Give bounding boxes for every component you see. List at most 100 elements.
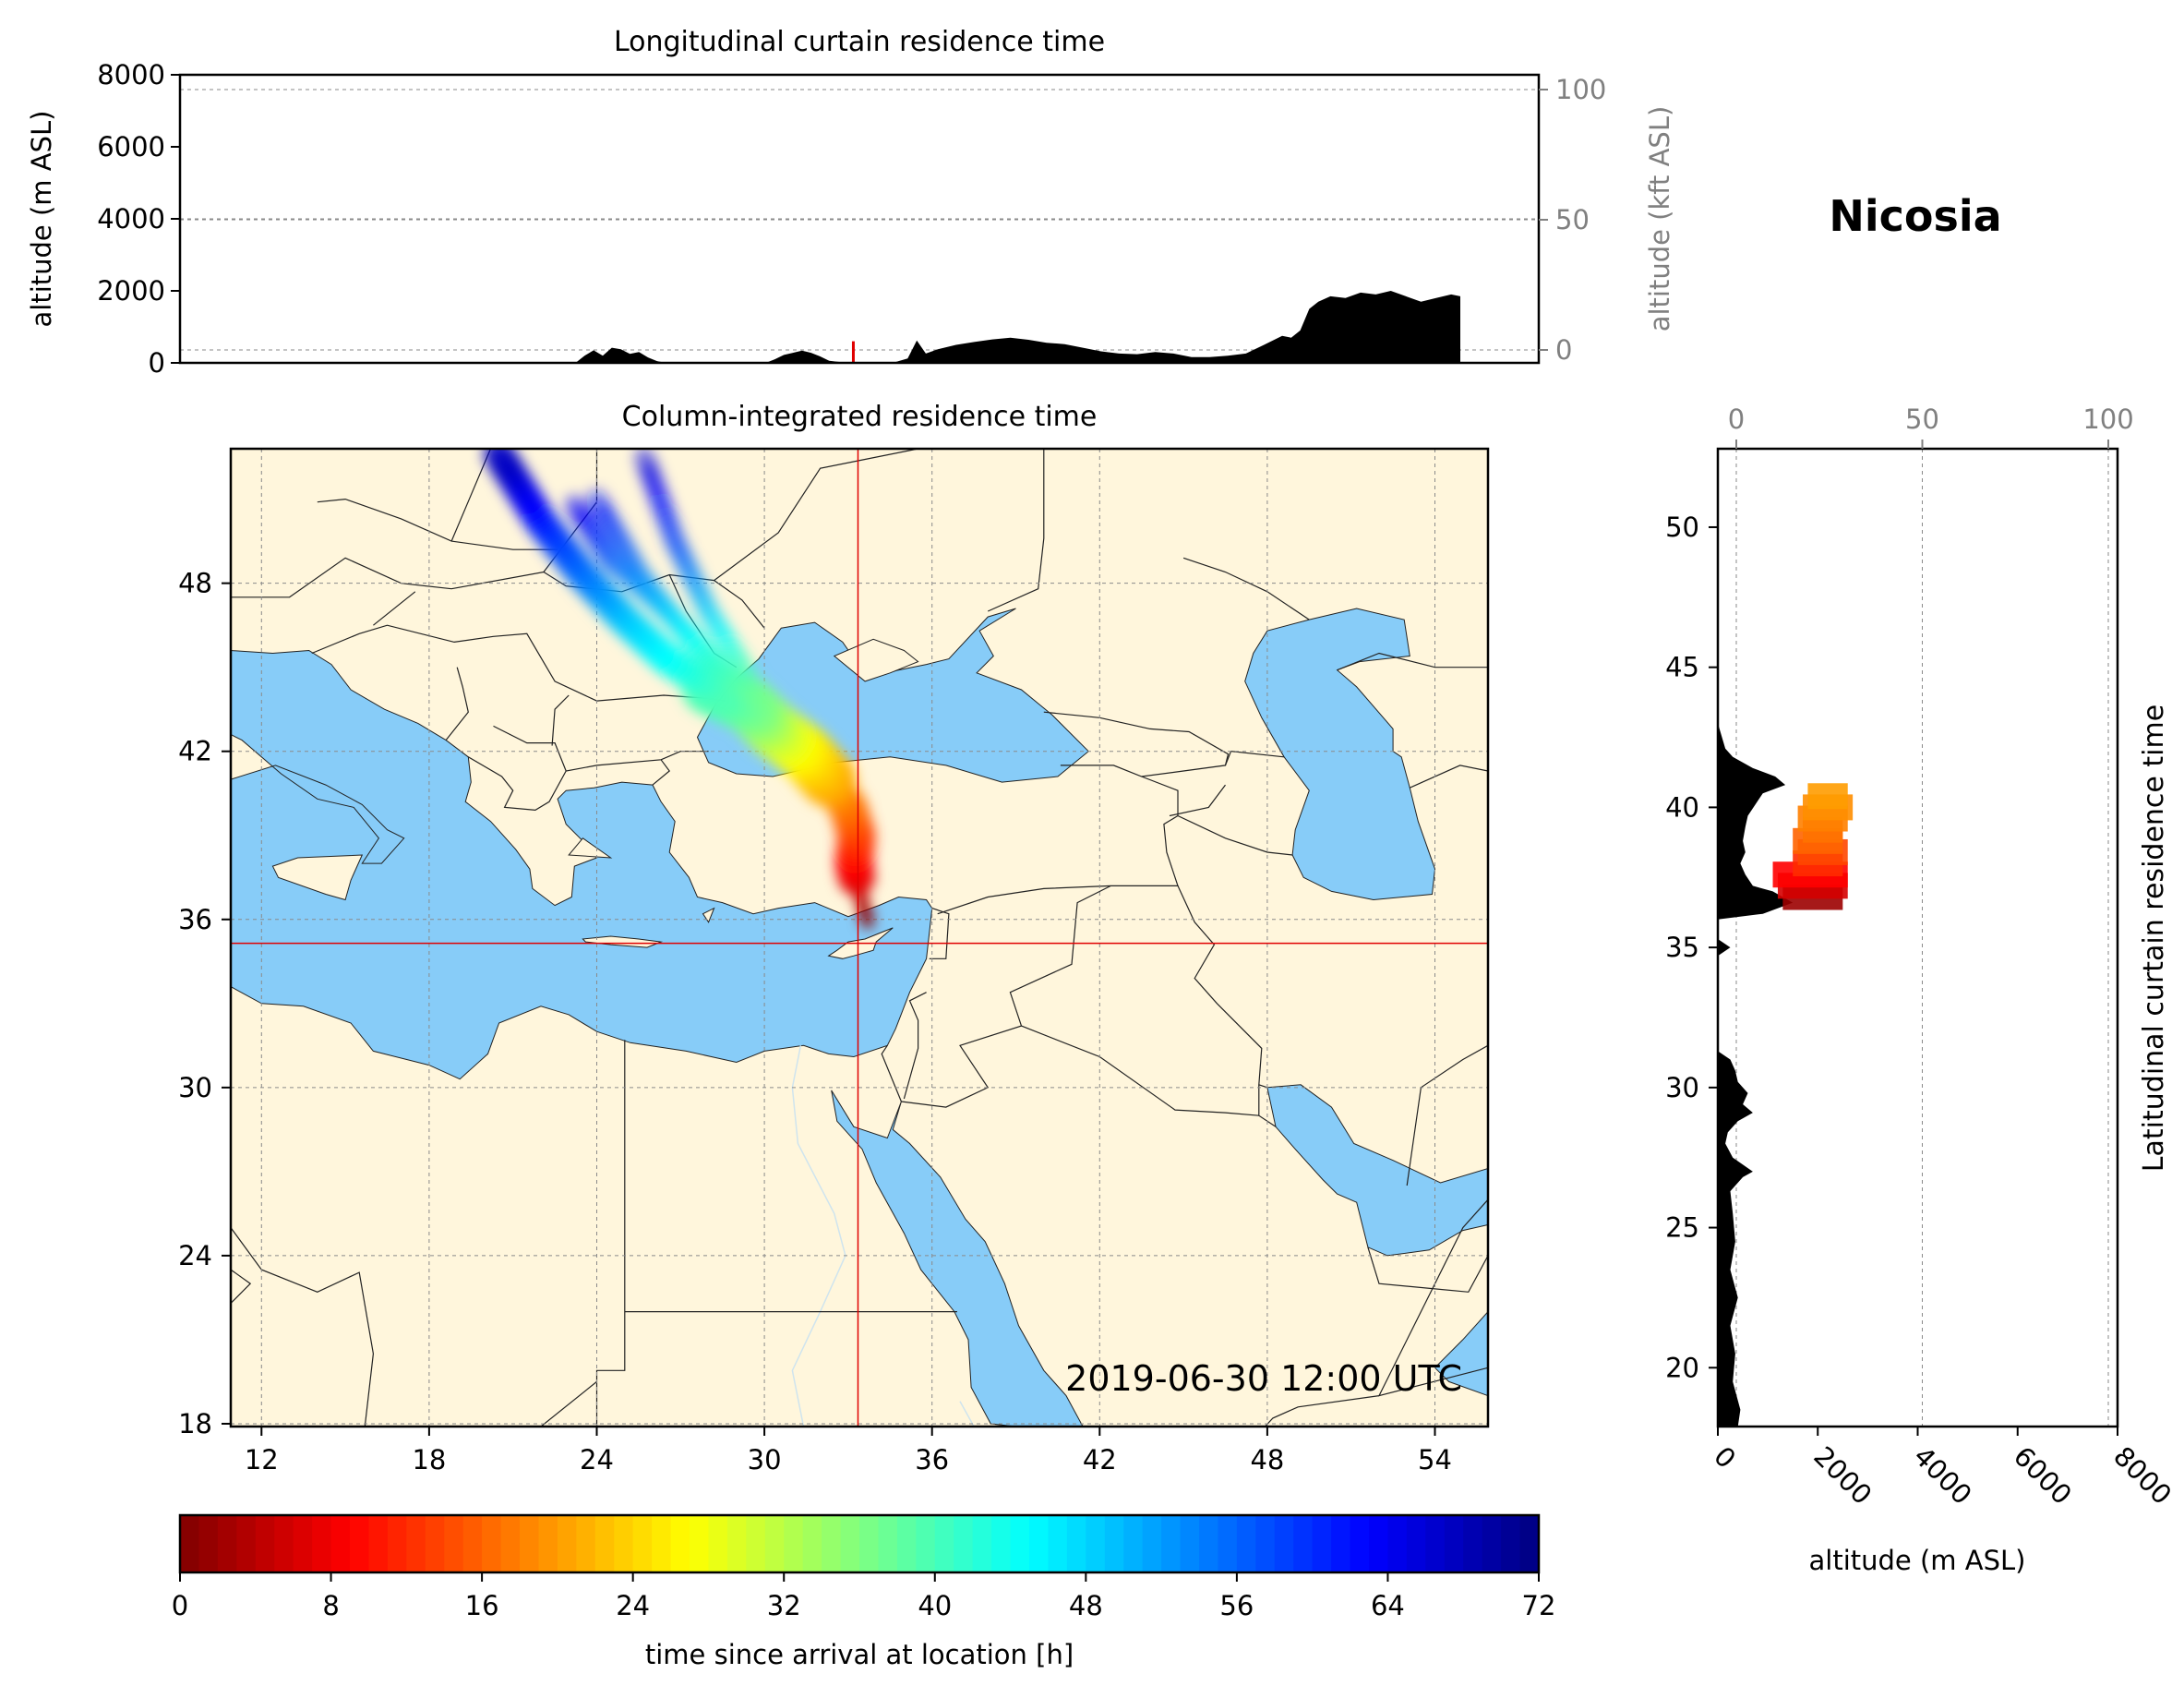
latitudinal-xtick-label: 6000: [2008, 1440, 2078, 1511]
colorbar-swatch: [614, 1515, 634, 1572]
country-border: [714, 449, 918, 582]
country-border: [937, 814, 1179, 915]
colorbar-swatch: [1048, 1515, 1068, 1572]
colorbar-swatch: [632, 1515, 653, 1572]
map-xtick-label: 24: [580, 1444, 614, 1475]
country-border: [987, 449, 1045, 612]
longitudinal-y-ticks: 0 2000 4000 6000 8000: [97, 59, 180, 379]
latitudinal-ytick-label: 50: [1665, 512, 1699, 543]
plume-segment: [586, 488, 615, 522]
colorbar-ticks: 0 8 16 24 32 40 48 56 64 72: [172, 1572, 1556, 1621]
map-xtick-label: 54: [1418, 1444, 1452, 1475]
latitudinal-x-ticks-top: 0 50 100: [1728, 403, 2134, 449]
colorbar-swatch: [1425, 1515, 1446, 1572]
caspian-sea: [1244, 608, 1436, 901]
colorbar-swatch: [1066, 1515, 1086, 1572]
latitudinal-axes-frame: [1716, 447, 2119, 1428]
longitudinal-ylabel-right: altitude (kft ASL): [1644, 106, 1675, 332]
colorbar-swatch: [1463, 1515, 1483, 1572]
colorbar-swatch: [726, 1515, 747, 1572]
colorbar-swatch: [1312, 1515, 1332, 1572]
country-border: [1021, 1025, 1259, 1116]
map-ytick-label: 36: [178, 904, 212, 935]
country-border: [1177, 885, 1268, 1089]
country-border: [1377, 1198, 1488, 1397]
longitudinal-ytick-label: 4000: [97, 203, 165, 235]
colorbar-swatch: [896, 1515, 917, 1572]
colorbar-swatch: [764, 1515, 785, 1572]
latitudinal-ytick-label: 40: [1665, 791, 1699, 823]
latitudinal-xlabel: altitude (m ASL): [1809, 1545, 2026, 1576]
latitudinal-xtick-label: 8000: [2107, 1440, 2178, 1511]
country-border: [373, 591, 416, 626]
colorbar-swatch: [802, 1515, 822, 1572]
latitudinal-xtick-top-label: 50: [1905, 403, 1939, 435]
colorbar-tick-label: 72: [1522, 1590, 1556, 1621]
colorbar-swatch: [594, 1515, 615, 1572]
sicily: [271, 854, 364, 901]
longitudinal-ytick-right-label: 0: [1555, 334, 1572, 366]
country-border: [652, 759, 671, 786]
country-border: [929, 908, 950, 959]
map-ytick-label: 48: [178, 568, 212, 599]
latitudinal-title: Latitudinal curtain residence time: [2138, 704, 2170, 1172]
colorbar-tick-label: 24: [616, 1590, 650, 1621]
map-ytick-label: 18: [178, 1408, 212, 1439]
colorbar-swatch: [350, 1515, 370, 1572]
map-xtick-label: 42: [1083, 1444, 1117, 1475]
map-xtick-label: 48: [1250, 1444, 1284, 1475]
colorbar-swatch: [180, 1515, 200, 1572]
colorbar-tick-label: 16: [465, 1590, 499, 1621]
colorbar-tick-label: 48: [1069, 1590, 1103, 1621]
colorbar-swatch: [690, 1515, 710, 1572]
latitudinal-grid: [1735, 449, 2109, 1427]
latitudinal-xtick-label: 2000: [1807, 1440, 1878, 1511]
colorbar-swatch: [444, 1515, 464, 1572]
latitudinal-terrain-profile: [1718, 449, 1794, 1427]
colorbar-swatch: [822, 1515, 842, 1572]
map-xtick-label: 18: [412, 1444, 446, 1475]
longitudinal-ytick-label: 0: [149, 347, 165, 379]
colorbar: 0 8 16 24 32 40 48 56 64 72 time since arrival at…: [172, 1513, 1556, 1670]
colorbar-swatch: [1274, 1515, 1294, 1572]
colorbar-swatch: [1029, 1515, 1050, 1572]
colorbar-swatch: [1218, 1515, 1238, 1572]
colorbar-swatch: [784, 1515, 804, 1572]
colorbar-swatch: [859, 1515, 880, 1572]
country-border: [1141, 776, 1293, 856]
colorbar-swatch: [934, 1515, 954, 1572]
plume-residence-time: [483, 449, 875, 929]
colorbar-frame: [178, 1513, 1541, 1574]
column-integrated-panel: Column-integrated residence time 12 18 24 3…: [178, 401, 1490, 1475]
column-integrated-title: Column-integrated residence time: [622, 401, 1098, 433]
country-border: [1043, 711, 1230, 777]
plume-segment: [633, 449, 660, 482]
map-xtick-label: 30: [748, 1444, 782, 1475]
colorbar-swatch: [1255, 1515, 1276, 1572]
colorbar-swatch: [1180, 1515, 1200, 1572]
latitudinal-ytick-label: 25: [1665, 1212, 1699, 1244]
colorbar-swatch: [538, 1515, 558, 1572]
colorbar-swatch: [274, 1515, 294, 1572]
latitudinal-xtick-label: 0: [1708, 1440, 1742, 1475]
country-border: [1367, 1246, 1488, 1293]
rhodes: [702, 907, 715, 923]
colorbar-swatch: [1350, 1515, 1370, 1572]
map-seas: [231, 608, 1488, 1427]
country-border: [903, 992, 927, 1100]
colorbar-swatch: [1086, 1515, 1106, 1572]
map-ytick-label: 30: [178, 1072, 212, 1103]
colorbar-swatch: [746, 1515, 766, 1572]
country-border: [445, 667, 469, 741]
colorbar-label: time since arrival at location [h]: [645, 1639, 1074, 1670]
colorbar-swatch: [670, 1515, 690, 1572]
latitudinal-x-ticks: 0 2000 4000 6000 8000: [1708, 1427, 2178, 1511]
longitudinal-terrain-profile: [575, 291, 1460, 363]
colorbar-tick-label: 56: [1219, 1590, 1254, 1621]
persian-gulf: [1266, 1084, 1488, 1257]
country-border: [1169, 784, 1226, 817]
colorbar-swatch: [312, 1515, 332, 1572]
colorbar-swatch: [387, 1515, 407, 1572]
colorbar-swatch: [652, 1515, 672, 1572]
country-border: [311, 624, 726, 702]
